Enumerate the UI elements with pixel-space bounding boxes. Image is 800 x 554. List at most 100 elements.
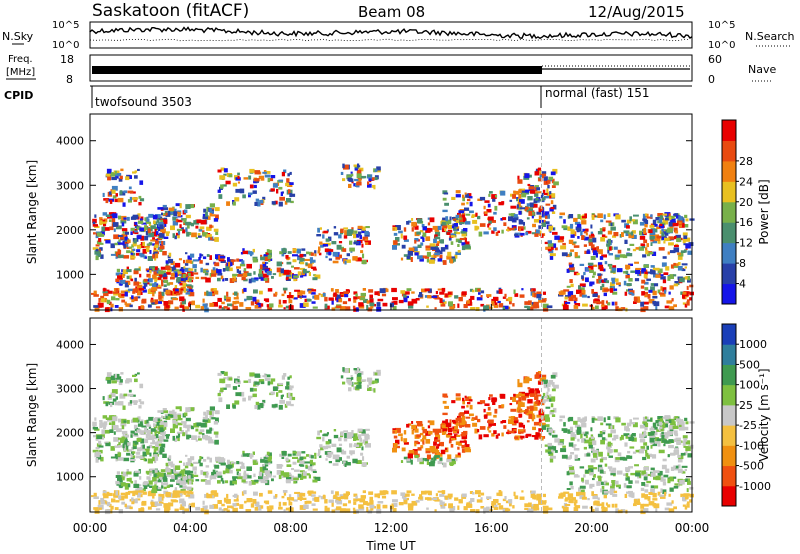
velocity-cell — [249, 454, 254, 458]
power-cell — [678, 221, 682, 225]
power-cell — [359, 235, 362, 240]
power-cell — [501, 201, 505, 205]
power-cell — [340, 228, 344, 233]
power-cell — [554, 247, 558, 251]
power-cell — [111, 185, 118, 191]
velocity-cell — [252, 460, 257, 465]
velocity-cell — [536, 414, 542, 418]
velocity-cell — [198, 438, 202, 441]
power-cell — [338, 241, 343, 244]
power-cell — [631, 230, 636, 234]
power-cell — [222, 184, 227, 187]
velocity-cell — [533, 494, 537, 500]
power-cell — [159, 243, 163, 247]
velocity-cell — [116, 471, 120, 475]
power-cell — [427, 228, 433, 232]
power-cell — [124, 301, 127, 306]
power-cell — [607, 302, 611, 306]
velocity-cell — [455, 454, 461, 458]
power-cell — [421, 288, 427, 293]
velocity-cell — [393, 435, 398, 439]
velocity-cell — [130, 455, 133, 458]
velocity-cell — [312, 470, 317, 473]
power-cell — [417, 255, 423, 260]
power-cell — [132, 296, 138, 302]
power-cell — [411, 218, 414, 221]
velocity-cell — [232, 476, 238, 479]
velocity-cell — [437, 490, 444, 493]
velocity-cell — [154, 456, 159, 461]
power-cell — [309, 299, 312, 302]
velocity-cell — [528, 413, 533, 419]
power-cell — [142, 289, 147, 293]
power-cell — [545, 203, 551, 206]
velocity-cell — [353, 436, 357, 441]
velocity-cell — [282, 502, 287, 506]
power-cell — [541, 192, 544, 197]
velocity-cell — [177, 473, 182, 477]
power-cell — [576, 227, 582, 232]
power-cell — [463, 217, 466, 222]
power-cell — [673, 227, 678, 233]
velocity-cell — [586, 453, 591, 457]
power-y-axis-label: Slant Range [km] — [25, 160, 39, 264]
velocity-cell — [567, 493, 574, 498]
velocity-cell — [414, 440, 419, 444]
velocity-cell — [180, 477, 183, 482]
velocity-cell — [439, 500, 443, 506]
velocity-cell — [526, 412, 530, 416]
velocity-cell — [518, 429, 524, 432]
power-cell — [165, 212, 168, 216]
power-cell — [456, 232, 461, 235]
velocity-cell — [435, 434, 441, 439]
velocity-cell — [139, 455, 144, 459]
power-cell — [641, 268, 646, 273]
power-cell — [435, 243, 440, 246]
velocity-cell — [532, 407, 538, 411]
velocity-cell — [168, 502, 174, 507]
velocity-cell — [193, 423, 200, 428]
velocity-cell — [689, 499, 692, 503]
velocity-cell — [550, 374, 556, 379]
velocity-cell — [414, 428, 419, 433]
velocity-cell — [670, 421, 676, 426]
power-cell — [126, 275, 131, 280]
power-cell — [470, 307, 476, 311]
power-cell — [635, 267, 642, 270]
power-cell — [646, 252, 650, 257]
power-cell — [187, 289, 194, 293]
power-cell — [134, 231, 139, 235]
power-cell — [603, 288, 610, 292]
velocity-cell — [312, 479, 318, 483]
power-cell — [502, 306, 505, 311]
velocity-cell — [345, 508, 351, 513]
power-cell — [190, 261, 194, 264]
velocity-cell — [561, 428, 568, 432]
velocity-cell — [245, 509, 252, 512]
power-cell — [283, 169, 287, 174]
power-cell — [468, 298, 472, 304]
power-cell — [102, 291, 108, 294]
velocity-cell — [222, 470, 226, 475]
power-cell — [435, 231, 441, 237]
velocity-cell — [439, 457, 443, 462]
power-cell — [226, 201, 230, 206]
velocity-cell — [221, 503, 225, 507]
power-cell — [408, 247, 414, 252]
power-cell — [480, 295, 483, 298]
velocity-cell — [599, 431, 605, 434]
power-cell — [652, 300, 656, 305]
velocity-cell — [94, 453, 100, 458]
velocity-cell — [262, 375, 267, 378]
velocity-cell — [500, 393, 506, 399]
power-cell — [187, 285, 192, 288]
power-cell — [357, 163, 360, 168]
power-cell — [589, 282, 593, 287]
power-cell — [267, 288, 273, 292]
power-cell — [395, 225, 401, 230]
power-cell — [222, 268, 226, 272]
velocity-cell — [155, 472, 161, 476]
power-cell — [603, 214, 606, 220]
velocity-cell — [179, 493, 183, 497]
power-cell — [130, 278, 134, 282]
